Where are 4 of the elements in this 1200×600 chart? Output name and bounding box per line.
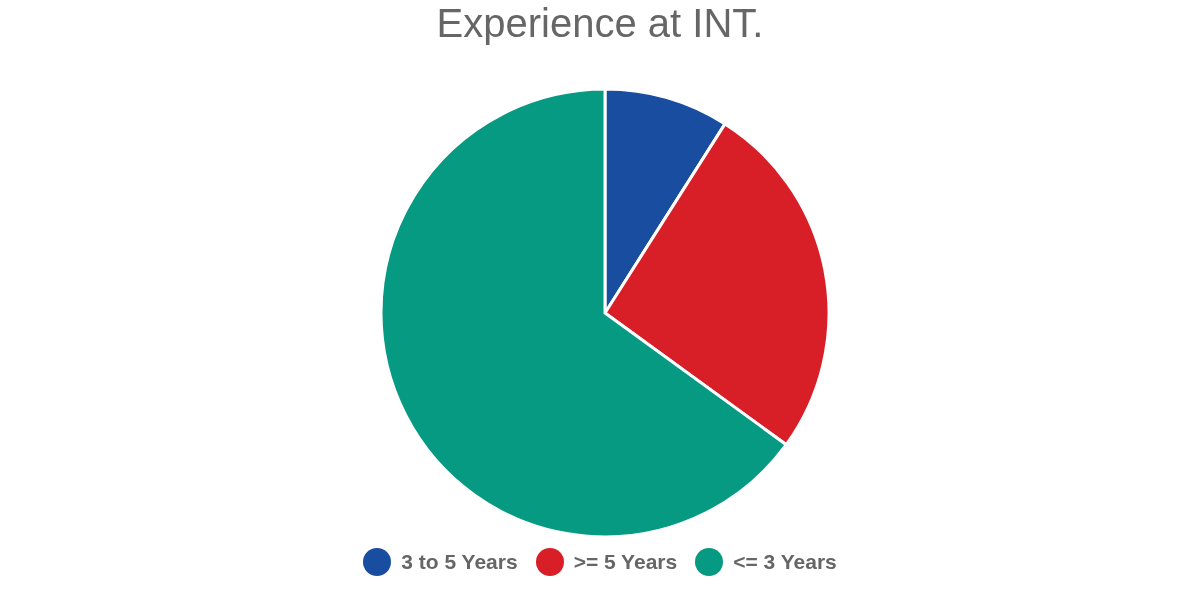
chart-title: Experience at INT. (435, 1, 765, 47)
legend-label: <= 3 Years (733, 550, 837, 574)
legend-label: 3 to 5 Years (401, 550, 518, 574)
legend-label: >= 5 Years (573, 550, 678, 574)
